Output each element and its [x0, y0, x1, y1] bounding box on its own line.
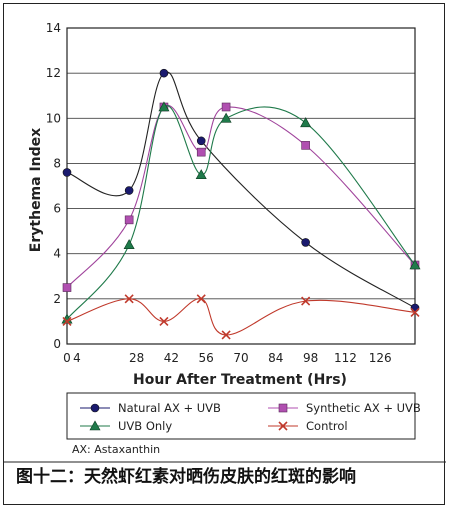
data-point-control	[62, 316, 72, 326]
y-tick-labels: 0 2 4 6 8 10 12 14	[46, 21, 61, 351]
legend-item-uvb-only: UVB Only	[80, 419, 172, 433]
x-axis-title: Hour After Treatment (Hrs)	[133, 372, 347, 388]
data-point-uvb-only	[195, 169, 207, 180]
y-tick-label: 0	[53, 337, 61, 351]
data-point-uvb-only	[220, 112, 232, 123]
x-tick-label: 4	[73, 351, 81, 365]
series-layer	[61, 68, 421, 340]
legend-marker-natural-ax-uvb	[90, 403, 100, 413]
data-point-uvb-only	[300, 117, 312, 128]
data-point-synthetic-ax-uvb	[62, 283, 72, 292]
data-point-synthetic-ax-uvb	[221, 102, 231, 112]
legend-label-natural-ax-uvb: Natural AX + UVB	[118, 401, 221, 415]
legend-item-synthetic-ax-uvb: Synthetic AX + UVB	[268, 401, 421, 415]
legend-item-control: Control	[268, 419, 348, 433]
x-tick-labels: 0 4 28 42 56 70 84 98 112 126	[63, 351, 391, 365]
x-tick-label: 112	[334, 351, 357, 365]
y-axis-title: Erythema Index	[28, 128, 44, 252]
x-tick-label: 0	[63, 351, 71, 365]
data-point-uvb-only	[409, 259, 421, 270]
y-tick-label: 8	[53, 156, 61, 170]
legend-marker-control	[278, 421, 288, 431]
data-point-uvb-only	[123, 239, 135, 249]
series-uvb-only	[61, 101, 421, 324]
series-natural-ax-uvb	[62, 68, 420, 313]
y-tick-label: 2	[53, 292, 61, 306]
y-tick-label: 6	[53, 202, 61, 216]
data-point-natural-ax-uvb	[159, 68, 169, 78]
series-line-uvb-only	[66, 105, 416, 320]
series-synthetic-ax-uvb	[62, 102, 420, 292]
y-tick-label: 4	[53, 247, 61, 261]
legend-item-natural-ax-uvb: Natural AX + UVB	[80, 401, 221, 415]
figure-caption: 图十二：天然虾红素对晒伤皮肤的红斑的影响	[16, 467, 356, 487]
data-point-control	[124, 294, 134, 304]
data-point-control	[301, 296, 311, 306]
legend: Natural AX + UVB Synthetic AX + UVB UVB On…	[80, 401, 421, 433]
series-control	[62, 294, 420, 340]
data-point-synthetic-ax-uvb	[124, 215, 134, 225]
x-tick-label: 98	[303, 351, 318, 365]
data-point-control	[159, 316, 169, 326]
data-point-natural-ax-uvb	[301, 238, 310, 247]
x-tick-label: 84	[268, 351, 283, 365]
data-point-control	[196, 294, 206, 304]
plot-border	[66, 27, 416, 345]
data-point-natural-ax-uvb	[124, 186, 134, 195]
legend-marker-synthetic-ax-uvb	[278, 403, 288, 413]
x-tick-label: 28	[129, 351, 144, 365]
x-tick-label: 42	[164, 351, 179, 365]
x-tick-label: 56	[199, 351, 214, 365]
series-line-synthetic-ax-uvb	[66, 104, 416, 288]
y-tick-label: 14	[46, 21, 61, 35]
data-point-uvb-only	[158, 101, 170, 112]
legend-label-control: Control	[306, 419, 348, 433]
x-tick-label: 70	[233, 351, 248, 365]
data-point-natural-ax-uvb	[196, 136, 206, 146]
annotation-astaxanthin: AX: Astaxanthin	[72, 443, 160, 456]
data-point-control	[221, 330, 231, 340]
data-point-control	[410, 307, 420, 317]
series-line-control	[66, 298, 416, 336]
data-point-natural-ax-uvb	[62, 168, 72, 177]
y-tick-label: 12	[46, 66, 61, 80]
grid-lines	[67, 72, 415, 300]
x-tick-label: 126	[369, 351, 392, 365]
data-point-synthetic-ax-uvb	[196, 147, 206, 157]
legend-box	[66, 392, 416, 440]
legend-marker-uvb-only	[89, 420, 101, 431]
y-tick-label: 10	[46, 111, 61, 125]
legend-label-synthetic-ax-uvb: Synthetic AX + UVB	[306, 401, 421, 415]
data-point-synthetic-ax-uvb	[301, 141, 310, 150]
legend-label-uvb-only: UVB Only	[118, 419, 172, 433]
